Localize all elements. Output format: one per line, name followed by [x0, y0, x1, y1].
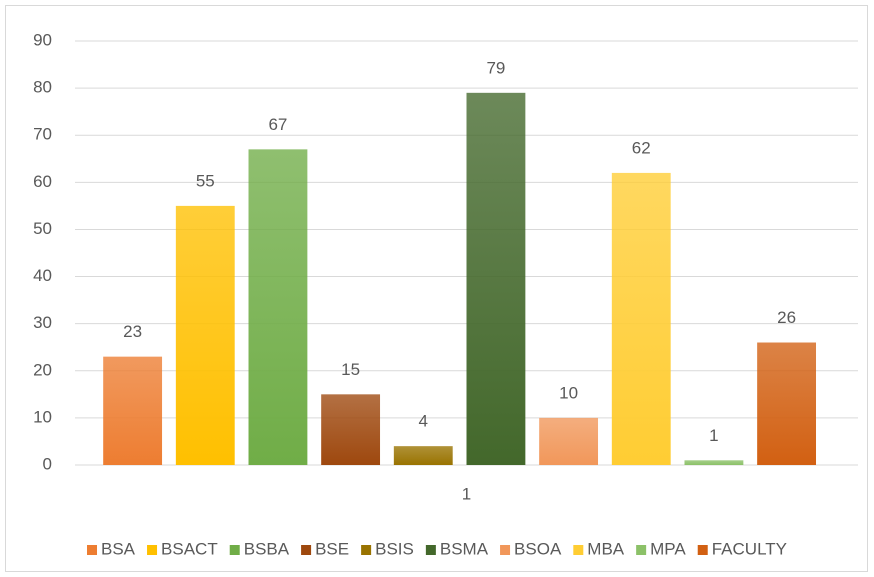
- y-tick-label: 80: [33, 78, 52, 97]
- legend-label: BSMA: [440, 539, 489, 558]
- legend-label: BSA: [101, 539, 136, 558]
- data-label: 4: [419, 412, 428, 431]
- legend-label: BSIS: [375, 539, 414, 558]
- legend-swatch: [147, 545, 158, 555]
- legend-swatch: [361, 545, 372, 555]
- legend-swatch: [636, 545, 647, 555]
- legend-swatch: [573, 545, 584, 555]
- y-tick-label: 90: [33, 30, 52, 49]
- bar: [393, 446, 453, 465]
- bar: [248, 149, 308, 465]
- y-tick-label: 60: [33, 172, 52, 191]
- legend: BSA BSACT BSBA BSE BSIS BSMA BSOA MBA MPA FACULTY: [87, 539, 787, 558]
- y-tick-label: 70: [33, 125, 52, 144]
- data-label: 26: [777, 308, 796, 327]
- data-label: 10: [559, 383, 578, 402]
- legend-swatch: [301, 545, 312, 555]
- bar: [175, 205, 235, 465]
- legend-label: MPA: [650, 539, 686, 558]
- legend-swatch: [87, 545, 98, 555]
- legend-label: MBA: [587, 539, 625, 558]
- bar: [103, 356, 163, 465]
- legend-label: FACULTY: [712, 539, 787, 558]
- legend-swatch: [500, 545, 511, 555]
- y-tick-label: 20: [33, 360, 52, 379]
- legend-label: BSBA: [244, 539, 290, 558]
- y-tick-label: 0: [43, 454, 52, 473]
- y-tick-label: 30: [33, 313, 52, 332]
- bar: [321, 394, 381, 465]
- bar: [466, 92, 526, 466]
- bar: [684, 460, 744, 465]
- legend-label: BSOA: [514, 539, 562, 558]
- data-label: 62: [632, 138, 651, 157]
- bar: [539, 417, 599, 465]
- chart-border: [5, 5, 868, 572]
- bar: [611, 172, 671, 465]
- data-label: 67: [268, 115, 287, 134]
- data-label: 55: [196, 171, 215, 190]
- y-tick-label: 10: [33, 407, 52, 426]
- legend-swatch: [697, 545, 708, 555]
- legend-swatch: [229, 545, 240, 555]
- data-label: 1: [709, 426, 718, 445]
- data-label: 23: [123, 322, 142, 341]
- bar: [757, 342, 817, 465]
- y-tick-label: 40: [33, 266, 52, 285]
- data-label: 15: [341, 360, 360, 379]
- legend-label: BSACT: [161, 539, 218, 558]
- data-label: 79: [486, 58, 505, 77]
- legend-swatch: [425, 545, 436, 555]
- y-tick-label: 50: [33, 219, 52, 238]
- legend-label: BSE: [315, 539, 349, 558]
- x-tick-label: 1: [462, 484, 471, 503]
